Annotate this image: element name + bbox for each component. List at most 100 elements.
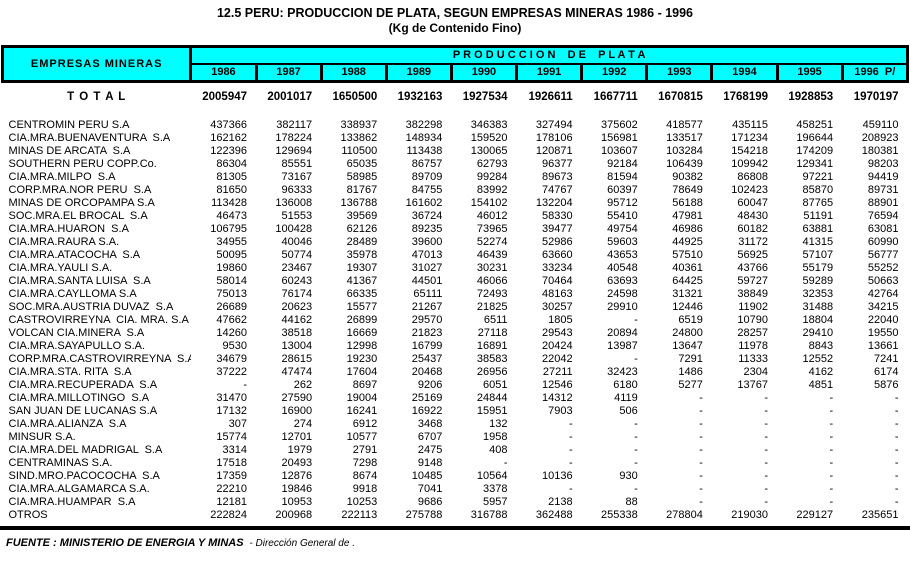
value-cell: 7291 xyxy=(678,353,703,365)
table-row: SOUTHERN PERU COPP.Co. 86304 85551 65035 867… xyxy=(3,158,908,171)
value-cell: 38518 xyxy=(281,327,313,339)
value-cell: 12998 xyxy=(346,340,378,352)
value-cell: 10577 xyxy=(346,431,378,443)
year-column-header: 1991 xyxy=(515,63,584,83)
value-cell: 86757 xyxy=(411,158,443,170)
value-cell: 2791 xyxy=(352,444,378,456)
value-cell: 9206 xyxy=(417,379,443,391)
value-cell: - xyxy=(829,457,834,469)
value-cell: 16900 xyxy=(281,405,313,417)
value-cell: 362488 xyxy=(535,509,573,521)
company-name-cell: VOLCAN CIA.MINERA S.A xyxy=(8,327,145,339)
value-cell: 27590 xyxy=(281,392,313,404)
value-cell: 85870 xyxy=(802,184,834,196)
company-name-cell: CIA.MRA.ALIANZA S.A xyxy=(8,418,127,430)
value-cell: - xyxy=(894,405,899,417)
value-cell: 16799 xyxy=(411,340,443,352)
value-cell: - xyxy=(699,418,703,430)
value-cell: 73167 xyxy=(281,171,313,183)
value-cell: 9918 xyxy=(352,483,378,495)
value-cell: 96377 xyxy=(542,158,573,170)
spacer-row xyxy=(3,111,908,119)
table-row: CIA.MRA.CAYLLOMA S.A 75013 76174 66335 65111… xyxy=(3,288,908,301)
value-cell: 60243 xyxy=(281,275,313,287)
value-cell: - xyxy=(894,457,899,469)
table-row: CIA.MRA.STA. RITA S.A 37222 47474 17604 2046… xyxy=(3,366,908,379)
value-cell: 262 xyxy=(293,379,313,391)
value-cell: - xyxy=(764,470,769,482)
value-cell: 28257 xyxy=(737,327,769,339)
value-cell: 13004 xyxy=(281,340,313,352)
value-cell: 3468 xyxy=(417,418,443,430)
value-cell: 8697 xyxy=(352,379,378,391)
value-cell: 4851 xyxy=(808,379,834,391)
value-cell: 50774 xyxy=(281,249,313,261)
value-cell: 15577 xyxy=(346,301,378,313)
value-cell: 33234 xyxy=(542,262,573,274)
value-cell: 37222 xyxy=(216,366,248,378)
company-name-cell: CIA.MRA.HUARON S.A xyxy=(8,223,129,235)
value-cell: 78649 xyxy=(672,184,703,196)
value-cell: 6511 xyxy=(483,314,508,326)
production-table: EMPRESAS MINERAS P R O D U C C I O N D E… xyxy=(0,45,910,522)
value-cell: 7903 xyxy=(548,405,573,417)
value-cell: 16241 xyxy=(346,405,378,417)
value-cell: 41367 xyxy=(346,275,378,287)
value-cell: - xyxy=(764,496,769,508)
value-cell: 338937 xyxy=(340,119,378,131)
value-cell: 11902 xyxy=(738,301,769,313)
year-column-header: 1987 xyxy=(254,63,323,83)
value-cell: 208923 xyxy=(861,132,899,144)
value-cell: 58985 xyxy=(346,171,378,183)
value-cell: 98203 xyxy=(867,158,899,170)
value-cell: 16891 xyxy=(476,340,508,352)
value-cell: 1979 xyxy=(287,444,313,456)
value-cell: - xyxy=(699,405,703,417)
value-cell: 29410 xyxy=(802,327,834,339)
value-cell: 129341 xyxy=(796,158,834,170)
value-cell: 7041 xyxy=(417,483,443,495)
company-name-cell: MINSUR S.A. xyxy=(8,431,76,443)
source-note: FUENTE : MINISTERIO DE ENERGIA Y MINAS -… xyxy=(0,530,910,549)
value-cell: 25437 xyxy=(411,353,443,365)
page-title: 12.5 PERU: PRODUCCION DE PLATA, SEGUN EM… xyxy=(216,6,694,20)
value-cell: 19846 xyxy=(281,483,313,495)
value-cell: 41315 xyxy=(802,236,834,248)
value-cell: 44162 xyxy=(281,314,313,326)
value-cell: - xyxy=(829,431,834,443)
company-name-cell: CIA.MRA.ALGAMARCA S.A. xyxy=(8,483,150,495)
table-row: CASTROVIRREYNA CIA. MRA. S.A 47662 44162 26… xyxy=(3,314,908,327)
value-cell: 19307 xyxy=(346,262,378,274)
total-label-cell: T O T A L xyxy=(67,91,127,103)
value-cell: - xyxy=(894,431,899,443)
value-cell: - xyxy=(764,392,769,404)
value-cell: 10136 xyxy=(542,470,573,482)
value-cell: 50095 xyxy=(216,249,248,261)
value-cell: - xyxy=(829,470,834,482)
value-cell: 40046 xyxy=(281,236,313,248)
value-cell: 27118 xyxy=(477,327,508,339)
value-cell: 26956 xyxy=(476,366,508,378)
value-cell: 32423 xyxy=(607,366,638,378)
value-cell: - xyxy=(829,392,834,404)
value-cell: 88901 xyxy=(867,197,899,209)
value-cell: 4162 xyxy=(808,366,834,378)
value-cell: 59727 xyxy=(737,275,769,287)
value-cell: 74767 xyxy=(542,184,573,196)
value-cell: - xyxy=(568,418,573,430)
company-name-cell: CORP.MRA.CASTROVIRREYNA S.A xyxy=(8,353,191,365)
company-name-cell: SOUTHERN PERU COPP.Co. xyxy=(8,158,157,170)
value-cell: 23467 xyxy=(281,262,313,274)
value-cell: 346383 xyxy=(470,119,508,131)
company-name-cell: OTROS xyxy=(8,509,48,521)
year-column-header: 1995 xyxy=(775,63,844,83)
value-cell: - xyxy=(764,444,769,456)
value-cell: 84755 xyxy=(411,184,443,196)
value-cell: - xyxy=(634,353,638,365)
header-row-group: EMPRESAS MINERAS P R O D U C C I O N D E… xyxy=(0,45,909,83)
value-cell: - xyxy=(699,470,703,482)
value-cell: 90382 xyxy=(672,171,703,183)
value-cell: - xyxy=(503,457,508,469)
value-cell: 35978 xyxy=(346,249,378,261)
title-block: 12.5 PERU: PRODUCCION DE PLATA, SEGUN EM… xyxy=(0,0,910,36)
